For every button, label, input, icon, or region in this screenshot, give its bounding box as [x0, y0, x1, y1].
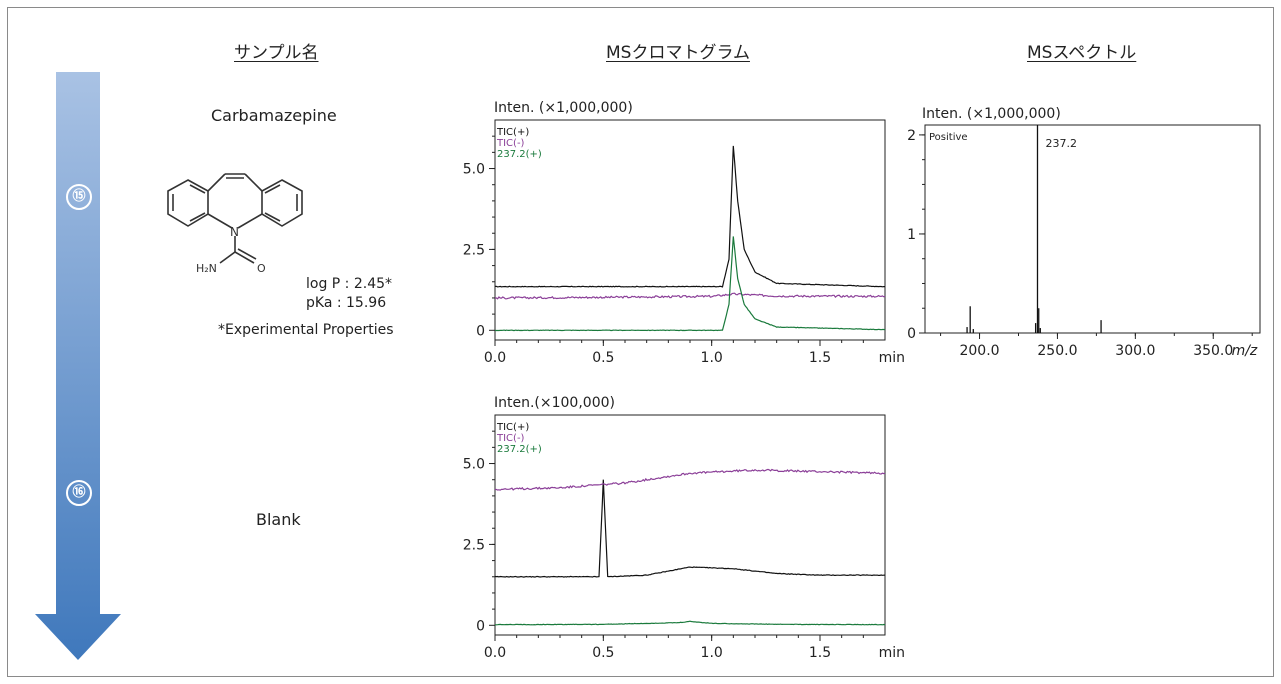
chart2-xtick-label: 0.0	[484, 645, 506, 661]
chart3-xtick-label: 300.0	[1115, 343, 1155, 359]
svg-text:N: N	[230, 225, 239, 239]
chart2-ytick-label: 5.0	[463, 457, 485, 473]
sequence-arrow	[35, 72, 121, 660]
chart2-xtick-label: 0.5	[592, 645, 614, 661]
chart3-ytick-label: 0	[907, 326, 916, 342]
chart1-ytick-label: 0	[476, 323, 485, 339]
figure-frame	[7, 7, 1274, 677]
chart1-series-2372	[494, 236, 886, 332]
chart1-ytick-label: 2.5	[463, 242, 485, 258]
chart2-series-2372	[494, 620, 886, 626]
chart3-xtick-label: 350.0	[1193, 343, 1233, 359]
chart1-plot-frame	[494, 119, 886, 341]
chart2-series-tic	[494, 479, 886, 578]
header-ms-chromatogram: MSクロマトグラム	[606, 43, 750, 63]
chart3-plot-frame	[924, 124, 1261, 334]
chart2-legend-item: 237.2(+)	[497, 444, 542, 455]
header-sample-name: サンプル名	[234, 43, 319, 63]
ms-spectrum-carbamazepine: 200.0 250.0 300.0 350.0m/z 0 1 2 Positive 237.2	[907, 124, 1261, 359]
chart1-ytick-label: 5.0	[463, 162, 485, 178]
chart1-series-tic	[494, 145, 885, 288]
chart3-xtick-label: 250.0	[1037, 343, 1077, 359]
step-badge-15: ⑮	[66, 184, 92, 210]
chart2-plot-frame	[494, 414, 886, 636]
chart1-xtick-label: 0.5	[592, 350, 614, 366]
chart1-legend-item: TIC(+)	[496, 127, 529, 138]
chart2-series-tic	[494, 468, 886, 491]
chart1-title: Inten. (×1,000,000)	[494, 100, 633, 116]
chart2-xtick-label: 1.5	[809, 645, 831, 661]
chart2-legend-item: TIC(+)	[496, 422, 529, 433]
ms-chromatogram-blank: 0.0 0.5 1.0 1.5 min 0 2.5 5.0 TIC(+)TIC(-)237.2(…	[463, 414, 905, 661]
chart3-peak-label: 237.2	[1045, 137, 1077, 150]
pka-value: pKa : 15.96	[306, 295, 387, 311]
chart2-title: Inten.(×100,000)	[494, 395, 615, 411]
chart1-xtick-label: 0.0	[484, 350, 506, 366]
chart1-xtick-label: 1.5	[809, 350, 831, 366]
chart2-ytick-label: 2.5	[463, 537, 485, 553]
chart3-xaxis-label: m/z	[1232, 343, 1258, 359]
structure-oxygen-label: O	[257, 262, 266, 275]
logp-value: log P : 2.45*	[306, 276, 393, 292]
chart1-xtick-label: 1.0	[701, 350, 723, 366]
chart3-title: Inten. (×1,000,000)	[922, 106, 1061, 122]
sample-name-blank: Blank	[256, 510, 301, 529]
chart2-xtick-label: 1.0	[701, 645, 723, 661]
experimental-note: *Experimental Properties	[218, 322, 394, 338]
sample-name-carbamazepine: Carbamazepine	[211, 106, 337, 125]
carbamazepine-structure: N H₂N O	[167, 173, 303, 275]
chart1-xaxis-label: min	[879, 350, 905, 366]
chart1-legend-item: 237.2(+)	[497, 149, 542, 160]
chart3-xtick-label: 200.0	[959, 343, 999, 359]
chart2-xaxis-label: min	[879, 645, 905, 661]
step-badge-16: ⑯	[66, 480, 92, 506]
ms-chromatogram-carbamazepine: 0.0 0.5 1.0 1.5 min 0 2.5 5.0 TIC(+)TIC(-)237.2(…	[463, 119, 905, 366]
chart3-ytick-label: 1	[907, 227, 916, 243]
chart2-legend-item: TIC(-)	[496, 433, 525, 444]
chart3-mode-label: Positive	[929, 132, 968, 143]
chart2-ytick-label: 0	[476, 618, 485, 634]
header-ms-spectrum: MSスペクトル	[1027, 43, 1137, 63]
chart1-series-tic	[494, 292, 886, 300]
chart3-ytick-label: 2	[907, 128, 916, 144]
structure-amine-label: H₂N	[196, 262, 217, 275]
chart1-legend-item: TIC(-)	[496, 138, 525, 149]
